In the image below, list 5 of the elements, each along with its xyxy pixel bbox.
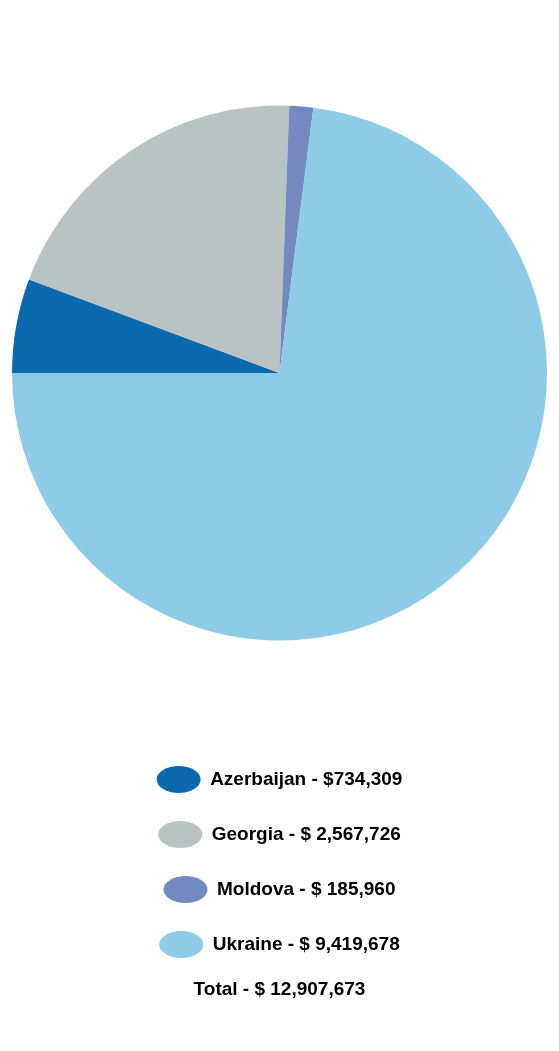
legend-label: Georgia - $ 2,567,726: [211, 822, 401, 844]
text: Total - $ 12,907,673: [192, 978, 367, 1000]
legend-label: Ukraine - $ 9,419,678: [212, 932, 400, 954]
legend-label: Moldova - $ 185,960: [217, 877, 396, 899]
legend-label: Azerbaijan - $734,309: [210, 767, 403, 789]
